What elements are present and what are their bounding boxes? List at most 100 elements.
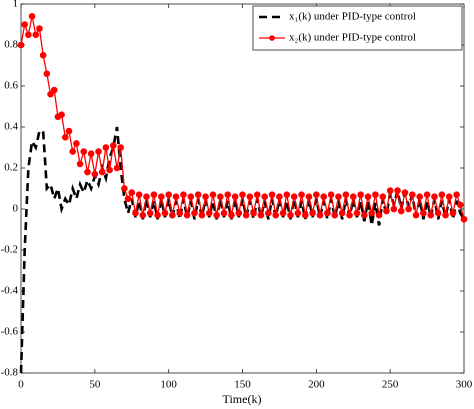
point-marker [25,31,32,39]
point-marker [338,209,346,217]
point-marker [335,193,342,200]
point-marker [324,209,331,217]
point-marker [298,191,305,198]
point-marker [460,215,468,223]
point-marker [169,211,176,219]
point-marker [416,193,424,200]
point-marker [121,185,128,192]
point-marker [405,205,412,213]
point-marker [87,150,95,157]
y-tick-label: 0.4 [4,121,18,133]
point-marker [386,187,394,194]
point-marker [394,187,401,194]
point-marker [368,209,376,217]
point-marker [290,193,298,200]
point-marker [235,209,243,217]
point-marker [172,193,180,200]
point-marker [449,209,457,217]
point-marker [242,211,250,219]
point-marker [217,193,224,200]
point-marker [320,193,328,200]
y-tick-label: 1 [13,0,19,10]
point-marker [283,191,291,198]
x-tick-label: 300 [456,379,473,391]
y-tick-label: 0.2 [4,162,18,174]
point-marker [28,12,36,20]
point-marker [434,209,442,217]
point-marker [453,191,460,198]
point-marker [32,31,40,39]
point-marker [305,193,313,200]
point-marker [438,191,446,198]
x-tick-label: 50 [89,379,101,391]
point-marker [84,168,91,176]
point-marker [69,148,76,155]
point-marker [220,209,228,217]
point-marker [253,191,261,198]
point-marker [257,211,265,219]
point-marker [442,211,449,219]
y-tick-label: 0.8 [4,39,18,51]
point-marker [272,211,280,219]
point-marker [239,191,246,198]
point-marker [132,209,139,217]
point-marker [36,25,43,32]
point-marker [80,148,88,155]
y-tick-label: -0.6 [1,326,19,338]
point-marker [420,209,427,217]
point-marker [106,166,113,174]
point-marker [154,211,161,219]
point-marker [117,144,124,151]
y-tick-label: -0.8 [1,367,19,379]
point-marker [268,191,276,198]
point-marker [361,211,368,219]
point-marker [309,209,316,217]
point-marker [213,211,220,219]
point-marker [209,191,217,198]
point-marker [457,201,464,209]
legend-label: x₂(k) under PID-type control [289,32,416,44]
legend-box [252,5,463,51]
point-marker [316,211,324,219]
point-marker [39,51,47,59]
point-marker [224,191,232,198]
point-marker [180,191,187,198]
point-marker [357,191,364,198]
point-marker [202,193,209,200]
point-marker [353,209,361,217]
point-marker [157,193,165,200]
x-axis-label: Time(k) [223,392,262,406]
point-marker [109,142,117,149]
point-marker [423,191,431,198]
point-marker [47,90,54,98]
point-marker [279,209,287,217]
point-marker [143,193,150,200]
point-marker [301,211,309,219]
point-marker [327,191,335,198]
point-marker [342,191,350,198]
point-marker [427,211,435,219]
point-marker [102,144,110,151]
point-marker [313,191,320,198]
point-marker [58,111,65,118]
point-marker [95,148,102,155]
point-marker [265,209,272,217]
point-marker [346,211,353,219]
point-marker [445,193,453,200]
point-marker [21,21,28,28]
point-marker [250,209,257,217]
point-marker [139,211,147,219]
point-marker [62,133,69,141]
point-marker [50,86,58,94]
point-marker [294,209,302,217]
x-tick-label: 150 [234,379,251,391]
point-marker [261,193,268,200]
point-marker [113,164,121,172]
x-tick-label: 250 [382,379,399,391]
point-marker [17,41,25,49]
point-marker [187,193,195,200]
point-marker [383,207,390,215]
point-marker [91,170,99,178]
point-marker [161,209,169,217]
legend-label: x₁(k) under PID-type control [289,11,416,23]
